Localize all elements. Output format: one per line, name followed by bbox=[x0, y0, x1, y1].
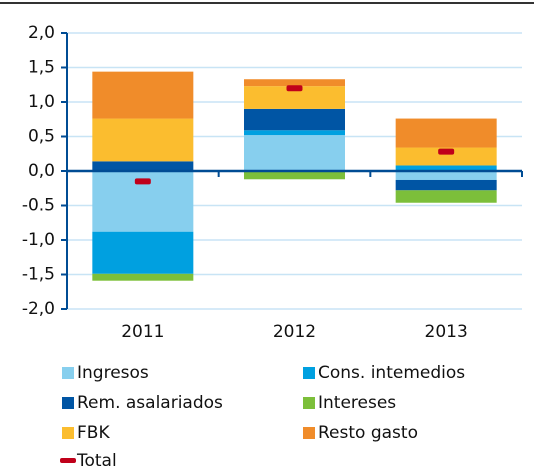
y-tick-label: 0,0 bbox=[28, 161, 55, 181]
y-tick-label: 1,5 bbox=[28, 58, 55, 78]
total-marker bbox=[134, 178, 151, 185]
legend-swatch bbox=[62, 427, 74, 439]
bar-segment bbox=[395, 190, 497, 203]
legend-label: Resto gasto bbox=[318, 423, 418, 443]
legend-swatch bbox=[60, 458, 76, 463]
x-tick-label: 2012 bbox=[273, 322, 316, 342]
bar-segment bbox=[92, 161, 194, 171]
legend-label: Ingresos bbox=[77, 363, 149, 383]
bar-segment bbox=[92, 231, 194, 274]
bar-segment bbox=[395, 147, 497, 166]
legend-swatch bbox=[62, 367, 74, 379]
x-tick-label: 2013 bbox=[425, 322, 468, 342]
x-tick-label: 2011 bbox=[121, 322, 164, 342]
y-tick-label: 2,0 bbox=[28, 23, 55, 43]
bar-segment bbox=[244, 130, 345, 136]
legend-label: Intereses bbox=[318, 393, 396, 413]
total-marker bbox=[438, 148, 455, 155]
legend-label: Rem. asalariados bbox=[77, 393, 223, 413]
legend-swatch bbox=[303, 397, 315, 409]
legend-label: Cons. intemedios bbox=[318, 363, 465, 383]
bar-segment bbox=[395, 118, 497, 148]
legend-label: FBK bbox=[77, 423, 110, 443]
bar-segment bbox=[92, 71, 194, 119]
bar-segment bbox=[244, 86, 345, 109]
legend-swatch bbox=[62, 397, 74, 409]
y-tick-label: -2,0 bbox=[22, 299, 55, 319]
legend-swatch bbox=[303, 427, 315, 439]
y-tick-label: -1,0 bbox=[22, 230, 55, 250]
bar-segment bbox=[92, 273, 194, 281]
bar-segment bbox=[395, 165, 497, 171]
legend-swatch bbox=[303, 367, 315, 379]
bar-segment bbox=[395, 171, 497, 180]
bar-segment bbox=[244, 79, 345, 87]
total-marker bbox=[286, 85, 303, 92]
legend-label: Total bbox=[76, 451, 117, 470]
y-tick-label: 1,0 bbox=[28, 92, 55, 112]
y-tick-label: -1,5 bbox=[22, 265, 55, 285]
bar-segment bbox=[395, 179, 497, 191]
bar-segment bbox=[92, 118, 194, 162]
y-tick-label: -0.5 bbox=[22, 196, 55, 216]
bar-segment bbox=[244, 135, 345, 171]
bar-segment bbox=[244, 171, 345, 180]
bar-segment bbox=[244, 108, 345, 131]
y-tick-label: 0,5 bbox=[28, 127, 55, 147]
